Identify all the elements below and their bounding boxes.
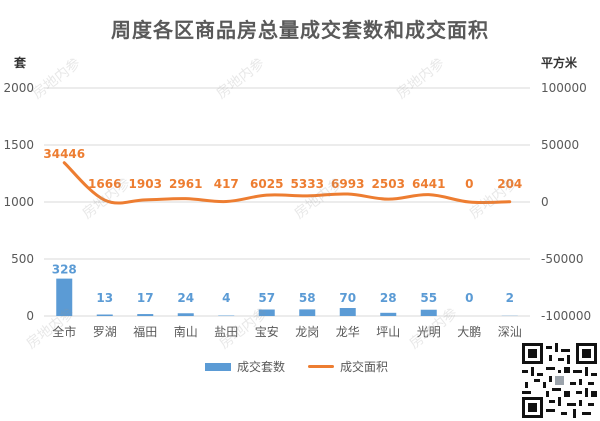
line-value-label: 34446 (43, 147, 85, 161)
x-axis-tick-label: 龙华 (336, 325, 360, 339)
x-axis-tick-label: 深汕 (498, 325, 522, 339)
left-axis-tick-label: 500 (11, 252, 34, 266)
line-value-label: 417 (214, 177, 239, 191)
bar-value-label: 24 (177, 291, 194, 305)
line-value-label: 2503 (372, 177, 405, 191)
bar (56, 278, 73, 316)
x-axis-tick-label: 宝安 (255, 324, 279, 339)
line-value-label: 6993 (331, 177, 364, 191)
area-line (62, 161, 512, 205)
line-value-label: 6441 (412, 177, 445, 191)
legend-item-line: 成交面积 (308, 358, 388, 375)
left-axis-tick-label: 2000 (3, 81, 34, 95)
line-value-label: 204 (497, 177, 522, 191)
right-axis-tick-label: 0 (541, 195, 549, 209)
bar-value-label: 4 (222, 291, 230, 305)
line-value-label: 1903 (129, 177, 162, 191)
bar-value-label: 328 (52, 263, 77, 277)
chart-title: 周度各区商品房总量成交套数和成交面积 (111, 18, 489, 42)
line-value-label: 0 (465, 177, 473, 191)
left-axis-tick-label: 1500 (3, 138, 34, 152)
bar (177, 313, 194, 316)
line-value-label: 5333 (291, 177, 324, 191)
x-axis-tick-label: 罗湖 (93, 324, 117, 339)
left-axis-tick-label: 1000 (3, 195, 34, 209)
x-axis-tick-label: 盐田 (214, 325, 238, 339)
bar-value-label: 28 (380, 291, 397, 305)
qr-code (522, 343, 597, 418)
left-axis-unit: 套 (14, 56, 27, 70)
bar-value-label: 13 (96, 291, 113, 305)
x-axis-tick-label: 南山 (174, 324, 198, 339)
line-value-label: 2961 (169, 177, 202, 191)
right-axis-tick-label: -50000 (541, 252, 584, 266)
bar-value-label: 2 (506, 291, 514, 305)
right-axis-unit: 平方米 (541, 56, 578, 70)
bar (137, 314, 154, 316)
left-axis-tick-label: 0 (26, 309, 34, 323)
bar (299, 309, 316, 316)
x-axis-tick-label: 坪山 (376, 325, 400, 339)
bar-value-label: 17 (137, 291, 154, 305)
right-axis-tick-label: 50000 (541, 138, 579, 152)
bar (339, 308, 356, 316)
bar-value-label: 55 (420, 291, 437, 305)
bar (258, 309, 275, 316)
legend-bar-swatch (205, 362, 231, 371)
legend-line-swatch (308, 365, 334, 368)
line-value-label: 1666 (88, 177, 121, 191)
bar-value-label: 0 (465, 291, 473, 305)
chart-legend: 成交套数 成交面积 (0, 358, 600, 374)
x-axis-tick-label: 全市 (52, 324, 76, 339)
legend-line-label: 成交面积 (340, 360, 389, 374)
x-axis-tick-label: 大鹏 (457, 325, 481, 339)
bar (380, 312, 397, 316)
x-axis-tick-label: 龙岗 (295, 325, 319, 339)
x-axis-tick-label: 福田 (133, 324, 157, 339)
bar (96, 314, 113, 316)
right-axis-tick-label: 100000 (541, 81, 587, 95)
x-axis-tick-label: 光明 (417, 325, 441, 339)
bar-value-label: 70 (339, 291, 356, 305)
bar-value-label: 58 (299, 291, 316, 305)
right-axis-tick-label: -100000 (541, 309, 591, 323)
bar (420, 309, 437, 316)
legend-bar-label: 成交套数 (237, 360, 286, 374)
line-value-label: 6025 (250, 177, 283, 191)
legend-item-bar: 成交套数 (205, 358, 285, 375)
bar-value-label: 57 (258, 291, 275, 305)
